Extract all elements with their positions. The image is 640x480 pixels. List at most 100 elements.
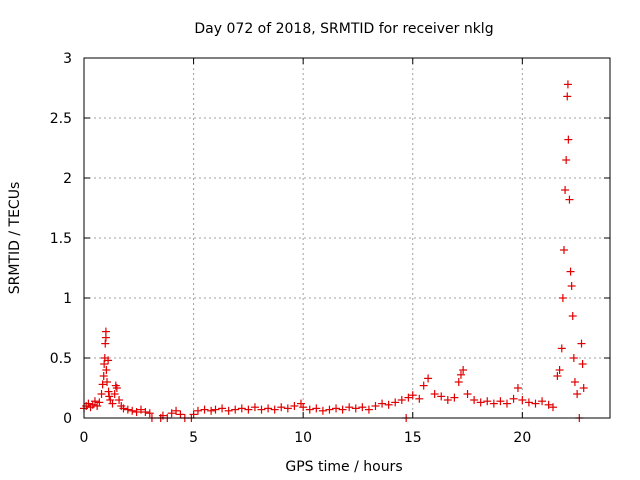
data-point bbox=[332, 404, 341, 413]
data-point bbox=[496, 397, 505, 406]
y-tick-label: 1.5 bbox=[50, 231, 72, 247]
x-tick-label: 5 bbox=[189, 430, 198, 446]
data-point bbox=[565, 195, 574, 204]
data-point bbox=[470, 396, 479, 404]
data-point bbox=[415, 394, 424, 403]
data-point bbox=[172, 406, 181, 415]
data-point bbox=[563, 92, 572, 101]
data-point bbox=[378, 399, 387, 408]
data-point bbox=[371, 402, 380, 410]
data-point bbox=[483, 397, 492, 406]
data-point bbox=[578, 360, 587, 368]
data-point bbox=[454, 378, 463, 386]
data-point bbox=[325, 405, 334, 414]
data-point bbox=[579, 384, 588, 392]
x-axis-label: GPS time / hours bbox=[285, 459, 402, 475]
data-point bbox=[110, 390, 119, 398]
data-point bbox=[345, 403, 354, 412]
y-tick-label: 0.5 bbox=[50, 351, 72, 367]
data-point bbox=[102, 366, 111, 374]
data-point bbox=[237, 404, 246, 413]
data-point bbox=[318, 406, 327, 415]
data-point bbox=[437, 392, 446, 401]
data-point bbox=[99, 372, 108, 380]
data-point bbox=[408, 391, 417, 400]
data-point bbox=[211, 405, 220, 414]
data-point bbox=[568, 312, 577, 320]
data-point bbox=[90, 397, 99, 406]
data-point bbox=[312, 404, 321, 413]
data-point bbox=[518, 396, 527, 404]
data-point bbox=[391, 398, 400, 407]
data-point bbox=[476, 398, 485, 407]
data-point bbox=[566, 267, 575, 276]
data-point bbox=[128, 406, 137, 415]
data-point bbox=[106, 396, 115, 404]
data-point bbox=[136, 405, 145, 414]
data-point bbox=[100, 360, 109, 368]
data-point bbox=[544, 400, 553, 409]
data-point bbox=[573, 390, 582, 398]
data-point bbox=[502, 399, 511, 408]
data-point bbox=[244, 405, 253, 414]
data-point bbox=[397, 396, 406, 404]
data-point bbox=[176, 410, 185, 419]
data-point bbox=[104, 356, 113, 365]
data-point bbox=[145, 409, 154, 418]
data-point bbox=[563, 80, 572, 89]
data-point bbox=[218, 404, 227, 413]
data-points bbox=[80, 80, 588, 422]
y-tick-label: 0 bbox=[63, 411, 72, 427]
data-point bbox=[115, 396, 124, 404]
data-point bbox=[562, 156, 571, 164]
plot-frame bbox=[83, 57, 611, 419]
data-point bbox=[538, 397, 547, 406]
data-point bbox=[189, 410, 198, 419]
data-point bbox=[559, 246, 568, 254]
axis-ticks: 0 5 10 15 20 0 0.5 1 1.5 2 2.5 3 bbox=[50, 51, 610, 446]
data-point bbox=[351, 404, 360, 413]
data-point bbox=[404, 393, 413, 402]
data-point bbox=[430, 390, 439, 398]
data-point bbox=[101, 339, 110, 348]
data-point bbox=[95, 398, 104, 407]
data-point bbox=[443, 396, 452, 404]
data-point bbox=[141, 408, 150, 416]
x-tick-label: 20 bbox=[513, 430, 531, 446]
y-tick-label: 3 bbox=[63, 51, 72, 67]
data-point bbox=[558, 294, 567, 302]
data-point bbox=[553, 372, 562, 380]
data-point bbox=[299, 403, 308, 412]
x-tick-label: 0 bbox=[80, 430, 89, 446]
data-point bbox=[93, 402, 102, 410]
data-point bbox=[224, 406, 233, 415]
data-point bbox=[108, 399, 117, 408]
grid bbox=[84, 58, 610, 418]
data-point bbox=[98, 380, 107, 389]
data-point bbox=[119, 404, 128, 413]
data-point bbox=[561, 186, 570, 194]
data-point bbox=[459, 366, 468, 374]
data-point bbox=[231, 405, 240, 414]
data-point bbox=[463, 390, 472, 398]
data-point bbox=[531, 399, 540, 408]
data-point bbox=[132, 408, 141, 416]
data-point bbox=[450, 393, 459, 402]
data-point bbox=[489, 399, 498, 408]
data-point bbox=[277, 403, 286, 412]
data-point bbox=[167, 409, 176, 418]
data-point bbox=[555, 366, 564, 374]
data-point bbox=[193, 406, 202, 415]
data-point bbox=[513, 384, 522, 392]
data-point bbox=[101, 327, 110, 336]
data-point bbox=[557, 344, 566, 353]
data-point bbox=[358, 403, 367, 412]
data-point bbox=[569, 354, 578, 362]
data-point bbox=[549, 403, 558, 412]
data-point bbox=[564, 135, 573, 144]
data-point bbox=[270, 405, 279, 414]
data-point bbox=[250, 403, 259, 412]
data-point bbox=[97, 390, 106, 398]
data-point bbox=[200, 405, 209, 414]
